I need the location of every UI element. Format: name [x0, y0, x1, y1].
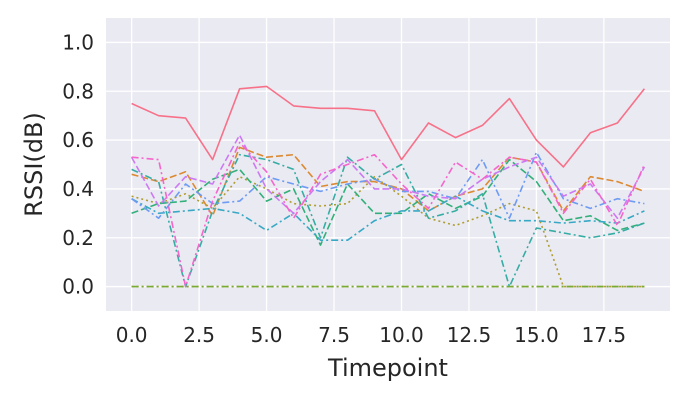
x-tick-label: 15.0 — [514, 323, 559, 347]
y-tick-label: 1.0 — [62, 30, 94, 54]
y-tick-label: 0.6 — [62, 128, 94, 152]
series-line — [131, 158, 645, 246]
y-tick-label: 0.0 — [62, 275, 94, 299]
series-line — [131, 85, 646, 168]
x-tick-label: 5.0 — [251, 323, 283, 347]
series-lines — [130, 85, 646, 288]
series-line — [130, 134, 646, 219]
y-tick-label: 0.8 — [62, 79, 94, 103]
x-tick-label: 17.5 — [582, 323, 627, 347]
plot-area-background — [106, 18, 670, 311]
x-tick-label: 0.0 — [116, 323, 148, 347]
x-axis-label: Timepoint — [327, 354, 448, 382]
y-axis-label: RSSI(dB) — [20, 112, 48, 217]
x-tick-label: 10.0 — [379, 323, 424, 347]
tick-labels: 0.0 2.5 5.0 7.5 10.0 12.5 15.0 17.5 0.0 0.2 0.4 0.6… — [62, 30, 626, 347]
series-line — [131, 141, 646, 288]
x-tick-label: 12.5 — [447, 323, 492, 347]
series-line — [131, 195, 645, 241]
series-line — [131, 175, 645, 288]
x-tick-label: 2.5 — [183, 323, 215, 347]
y-tick-label: 0.4 — [62, 177, 94, 201]
series-line — [131, 153, 645, 288]
x-tick-label: 7.5 — [318, 323, 350, 347]
y-tick-label: 0.2 — [62, 226, 94, 250]
series-line — [131, 146, 645, 217]
